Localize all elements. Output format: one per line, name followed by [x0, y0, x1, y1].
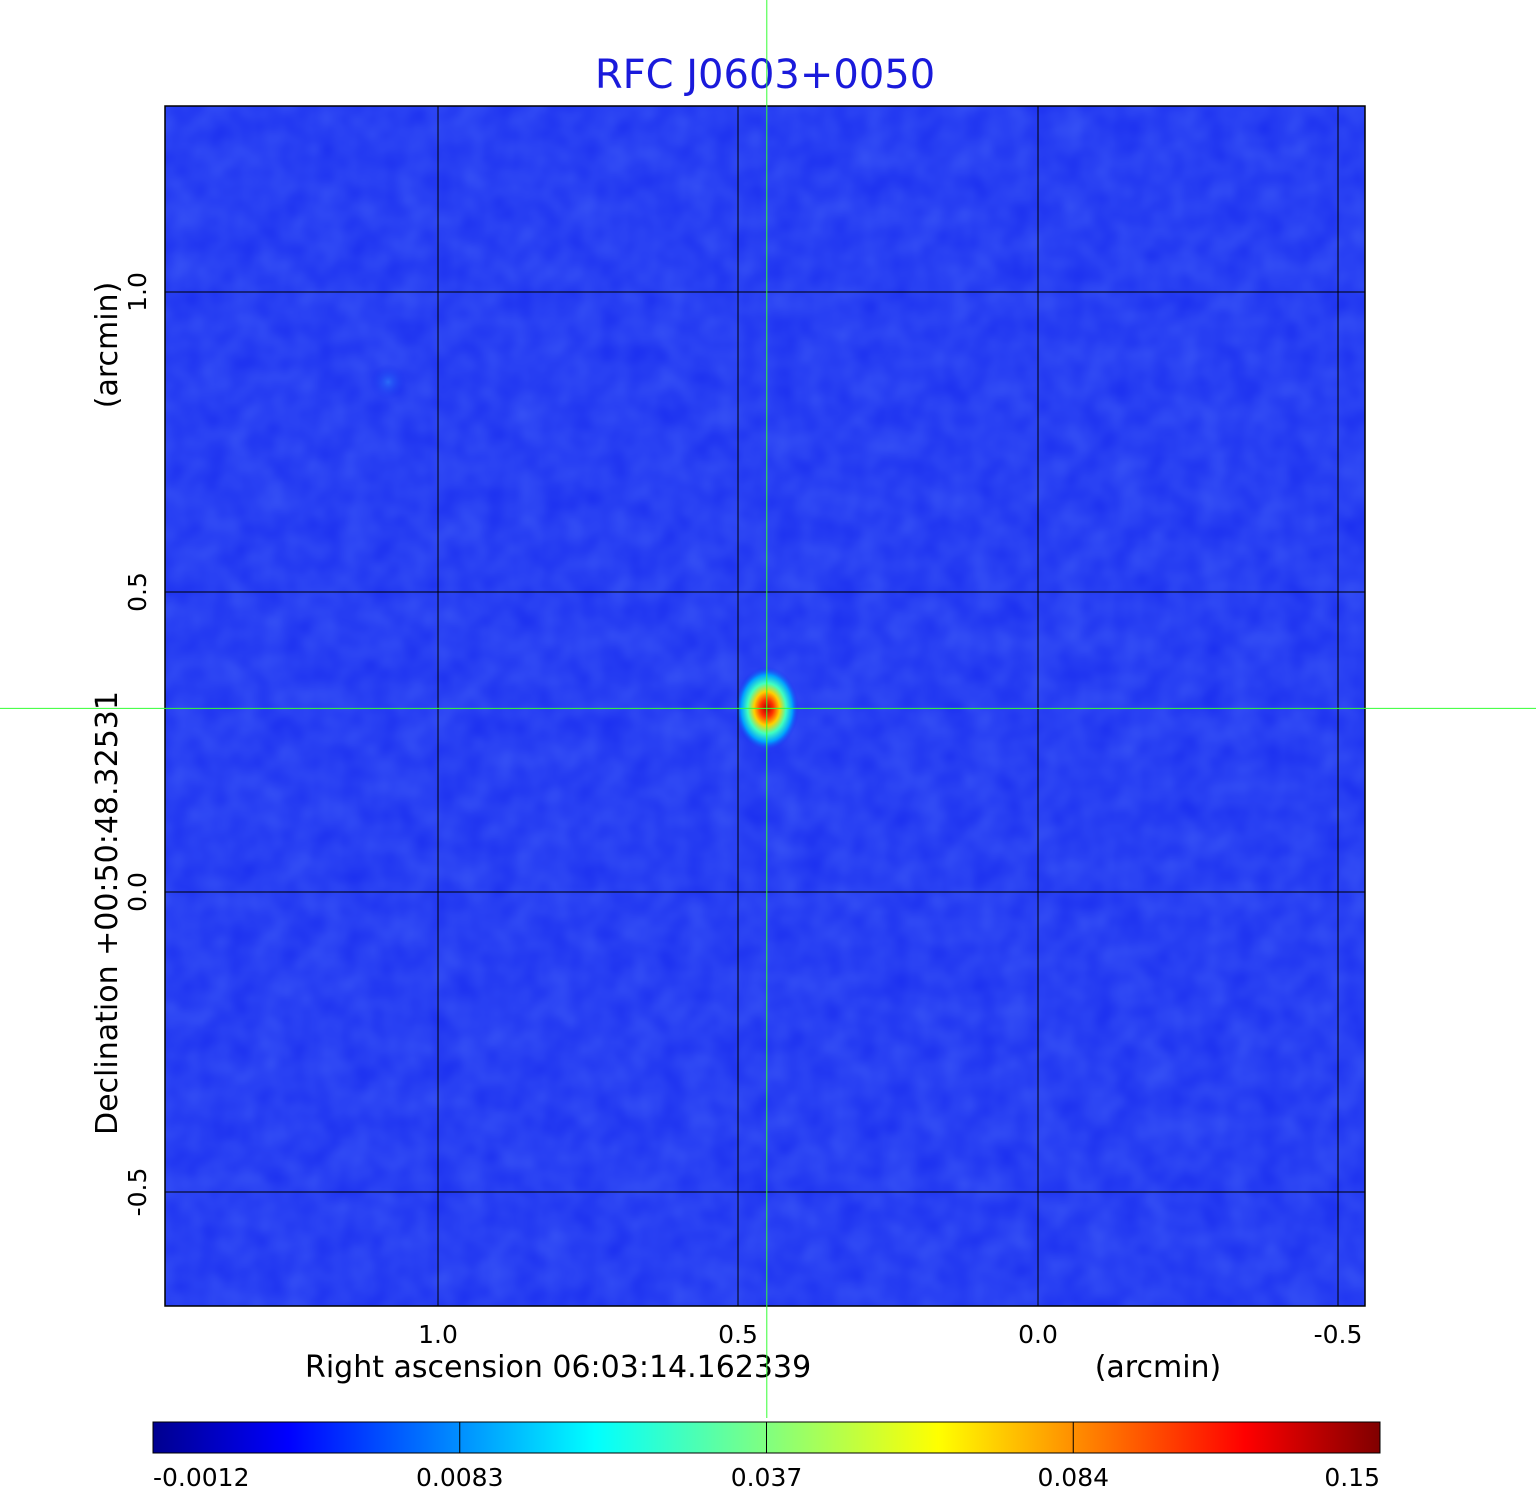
y-tick-label-2: 0.0: [123, 872, 152, 912]
plot-area: [165, 106, 1365, 1306]
y-axis-label: Declination +00:50:48.32531: [90, 691, 125, 1135]
y-tick-label-3: -0.5: [123, 1168, 152, 1217]
x-tick-label-2: 0.0: [1018, 1320, 1058, 1349]
y-tick-label-1: 0.5: [123, 572, 152, 612]
colorbar-label-4: 0.15: [1324, 1463, 1380, 1492]
colorbar-label-3: 0.084: [1037, 1463, 1109, 1492]
colorbar-label-2: 0.037: [731, 1463, 803, 1492]
colorbar-label-0: -0.0012: [153, 1463, 250, 1492]
colorbar: -0.0012 0.0083 0.037 0.084 0.15: [152, 1421, 1381, 1492]
x-tick-label-0: 1.0: [418, 1320, 458, 1349]
y-axis-unit: (arcmin): [90, 282, 125, 409]
x-tick-label-3: -0.5: [1314, 1320, 1363, 1349]
x-axis-label: Right ascension 06:03:14.162339: [305, 1350, 811, 1385]
x-tick-label-1: 0.5: [718, 1320, 758, 1349]
chart-title: RFC J0603+0050: [595, 52, 935, 98]
colorbar-label-1: 0.0083: [416, 1463, 503, 1492]
y-tick-label-0: 1.0: [123, 272, 152, 312]
source-blob-1: [370, 364, 407, 400]
plot-frame: [164, 105, 1366, 1307]
x-axis-unit: (arcmin): [1095, 1350, 1222, 1385]
